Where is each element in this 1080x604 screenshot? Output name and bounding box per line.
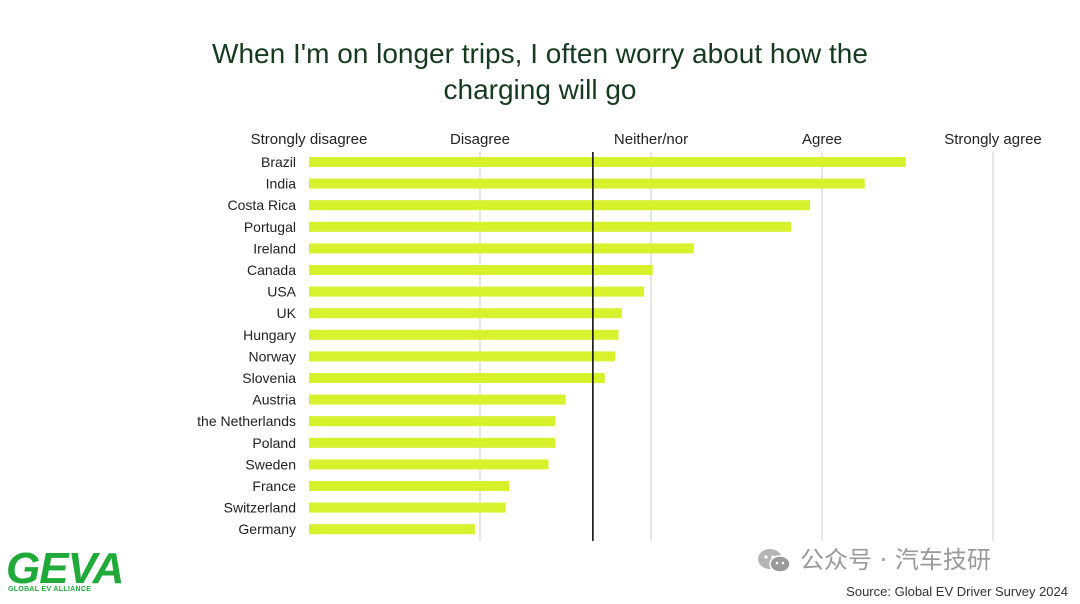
- bar-uk: [309, 308, 622, 319]
- bar-canada: [309, 265, 653, 275]
- logo-wordmark: GEVA: [6, 544, 124, 593]
- category-label: Slovenia: [242, 370, 296, 386]
- bar-germany: [309, 524, 475, 535]
- bar-austria: [309, 394, 566, 405]
- watermark-text: 公众号 · 汽车技研: [800, 546, 991, 574]
- wechat-icon: [758, 549, 791, 573]
- category-label: Austria: [252, 392, 296, 408]
- source-note: Source: Global EV Driver Survey 2024: [846, 584, 1068, 599]
- chart-title-line-2: charging will go: [443, 74, 637, 105]
- bar-ireland: [309, 243, 694, 254]
- scale-label-4: Agree: [802, 131, 842, 148]
- scale-label-2: Disagree: [450, 131, 510, 148]
- geva-logo: GEVA GLOBAL EV ALLIANCE: [6, 546, 136, 598]
- category-label: Germany: [238, 521, 296, 537]
- category-label: Sweden: [245, 456, 296, 472]
- logo-subtitle: GLOBAL EV ALLIANCE: [8, 586, 92, 593]
- bar-portugal: [309, 221, 792, 232]
- category-label: Hungary: [243, 327, 296, 343]
- category-label: the Netherlands: [197, 413, 296, 429]
- bar-poland: [309, 437, 556, 448]
- category-label: Poland: [252, 435, 296, 451]
- bar-switzerland: [309, 502, 506, 513]
- category-label: Brazil: [261, 154, 296, 170]
- category-label: UK: [277, 305, 297, 321]
- bar-india: [309, 178, 865, 189]
- category-label: Norway: [249, 348, 296, 364]
- scale-label-3: Neither/nor: [614, 131, 688, 148]
- category-label: Ireland: [253, 240, 296, 256]
- bar-norway: [309, 351, 616, 362]
- bar-brazil: [309, 157, 906, 167]
- bar-france: [309, 481, 510, 491]
- chart-title: When I'm on longer trips, I often worry …: [140, 36, 940, 108]
- category-label: Costa Rica: [228, 197, 297, 213]
- category-label: India: [266, 176, 297, 192]
- scale-label-1: Strongly disagree: [251, 131, 368, 148]
- bar-costa-rica: [309, 200, 811, 211]
- category-label: Portugal: [244, 219, 296, 235]
- bar-the-netherlands: [309, 416, 556, 427]
- bar-hungary: [309, 329, 619, 340]
- category-label: USA: [267, 284, 296, 300]
- watermark: 公众号 · 汽车技研: [756, 545, 991, 575]
- category-label: Canada: [247, 262, 296, 278]
- category-label: Switzerland: [224, 500, 296, 516]
- chart-title-line-1: When I'm on longer trips, I often worry …: [212, 38, 868, 69]
- bar-sweden: [309, 459, 549, 470]
- scale-label-5: Strongly agree: [944, 131, 1042, 148]
- bar-usa: [309, 286, 645, 297]
- category-label: France: [252, 478, 296, 494]
- bar-slovenia: [309, 373, 605, 383]
